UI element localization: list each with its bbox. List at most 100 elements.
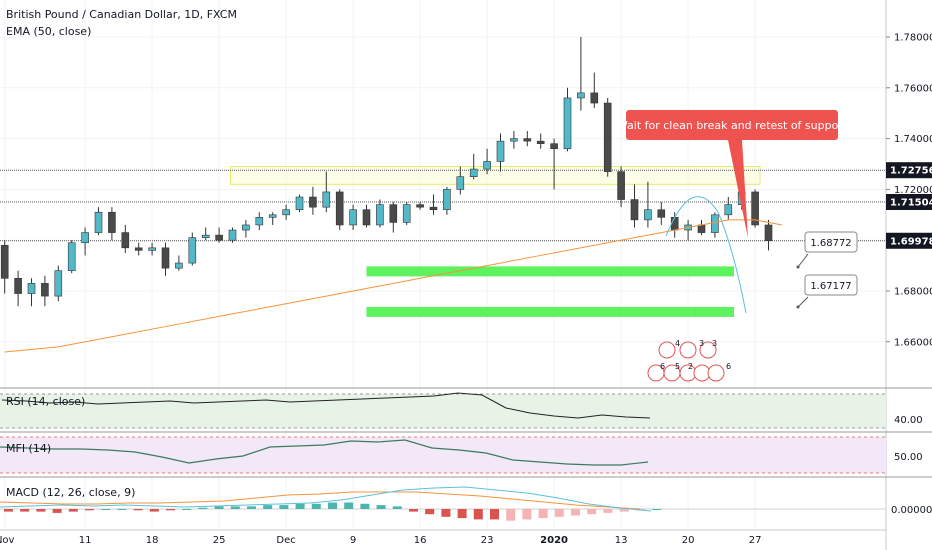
candle-body xyxy=(0,244,9,279)
macd-bar xyxy=(4,509,13,512)
candle-body xyxy=(282,209,290,216)
time-label: 20 xyxy=(682,535,695,546)
macd-bar xyxy=(166,509,175,511)
macd-bar xyxy=(328,502,337,509)
level-tag-1-box xyxy=(804,231,858,253)
rsi-tick: 40.00 xyxy=(894,415,923,426)
candle-body xyxy=(148,247,156,251)
event-count: 6 xyxy=(660,362,665,371)
macd-line xyxy=(0,486,652,512)
macd-bar xyxy=(652,509,661,510)
candle-body xyxy=(242,224,250,231)
indicator-label: EMA (50, close) xyxy=(6,25,91,38)
time-label: 27 xyxy=(749,535,762,546)
price-ticks: 1.780001.760001.740001.720001.700001.680… xyxy=(886,33,932,348)
candle-body xyxy=(175,262,183,269)
candle-body xyxy=(670,217,679,231)
macd-pane[interactable]: MACD (12, 26, close, 9) 0.00000 xyxy=(0,476,932,521)
macd-bar xyxy=(587,509,597,515)
level-tag-2-dot xyxy=(796,305,800,309)
macd-bar xyxy=(425,509,435,515)
macd-bar xyxy=(198,507,208,509)
macd-bar xyxy=(133,509,143,511)
level-tag-2-box xyxy=(804,274,858,296)
level-tag-2-label: 1.67177 xyxy=(810,281,851,292)
candle-body xyxy=(335,191,344,226)
callout-box xyxy=(626,110,838,140)
candle-body xyxy=(108,211,116,233)
macd-bar xyxy=(182,509,192,510)
ema-line xyxy=(4,219,782,353)
level-tag-2[interactable]: 1.67177 xyxy=(796,274,858,309)
support-zone-lower xyxy=(366,306,734,317)
macd-bar xyxy=(538,509,548,519)
event-count: 2 xyxy=(688,362,693,371)
macd-bar xyxy=(392,506,402,509)
event-flag-icon xyxy=(679,341,697,359)
time-axis[interactable]: Nov 11 18 25 Dec 9 16 23 2020 13 20 27 xyxy=(0,529,886,546)
candle-body xyxy=(416,204,424,208)
macd-bar xyxy=(85,509,94,511)
macd-bar xyxy=(490,509,499,520)
price-pane[interactable]: Wait for clean break and retest of suppo… xyxy=(0,0,886,388)
mfi-tick: 50.00 xyxy=(894,452,923,463)
macd-bar xyxy=(263,505,273,509)
macd-bar xyxy=(603,509,613,513)
macd-bar xyxy=(247,506,256,509)
candle-body xyxy=(644,209,652,221)
macd-bar xyxy=(311,503,321,509)
mfi-line xyxy=(0,439,649,466)
level-tag-1[interactable]: 1.68772 xyxy=(796,231,858,269)
candle-body xyxy=(563,97,572,150)
callout-pointer xyxy=(728,140,748,238)
candle-body xyxy=(510,138,518,142)
level-tag-2-pointer xyxy=(797,296,809,308)
price-tick-label: 1.72000 xyxy=(894,185,932,196)
event-count: 3 xyxy=(699,339,704,348)
event-flag-icon xyxy=(658,341,676,359)
macd-histogram xyxy=(4,502,661,521)
candle-body xyxy=(228,229,237,241)
candle-body xyxy=(456,176,465,190)
candle-body xyxy=(349,209,357,226)
candle-body xyxy=(577,92,585,99)
mfi-band xyxy=(0,437,886,473)
candle-body xyxy=(429,206,438,211)
candle-body xyxy=(362,209,371,226)
candle-body xyxy=(697,224,706,233)
rsi-band xyxy=(0,394,886,428)
rsi-pane[interactable]: RSI (14, close) 40.00 xyxy=(0,387,932,429)
mfi-pane[interactable]: MFI (14) 50.00 xyxy=(0,431,932,474)
macd-bar xyxy=(554,509,564,517)
price-axis[interactable]: 1.780001.760001.740001.720001.700001.680… xyxy=(885,0,932,550)
event-markers[interactable]: 4 3 3 6 5 2 6 xyxy=(647,339,731,382)
price-tick-label: 1.76000 xyxy=(894,83,932,94)
chart-title: British Pound / Canadian Dollar, 1D, FXC… xyxy=(6,8,237,21)
candle-body xyxy=(630,199,639,221)
time-label: 23 xyxy=(481,535,494,546)
macd-bar xyxy=(360,503,370,509)
time-label: Dec xyxy=(276,535,295,546)
macd-bar xyxy=(117,509,127,510)
time-labels: Nov 11 18 25 Dec 9 16 23 2020 13 20 27 xyxy=(0,535,761,546)
rsi-line xyxy=(1,392,651,419)
macd-bar xyxy=(441,509,451,517)
candle-body xyxy=(201,234,210,238)
time-label: 9 xyxy=(350,535,356,546)
candle-body xyxy=(67,242,76,271)
rsi-label: RSI (14, close) xyxy=(6,395,85,408)
price-badges: 1.72756 1.71504 1.69978 xyxy=(886,162,932,249)
candle-body xyxy=(188,237,197,264)
macd-bar xyxy=(409,509,418,512)
time-label: 16 xyxy=(414,535,427,546)
callout[interactable]: Wait for clean break and retest of suppo… xyxy=(617,110,848,238)
candle-body xyxy=(523,138,532,142)
price-badge-bg xyxy=(886,193,932,210)
macd-bar xyxy=(214,506,224,509)
candle-body xyxy=(121,232,130,249)
candle-body xyxy=(389,204,398,223)
event-count: 4 xyxy=(675,339,680,348)
candle-body xyxy=(590,92,599,104)
candle-body xyxy=(161,247,170,269)
